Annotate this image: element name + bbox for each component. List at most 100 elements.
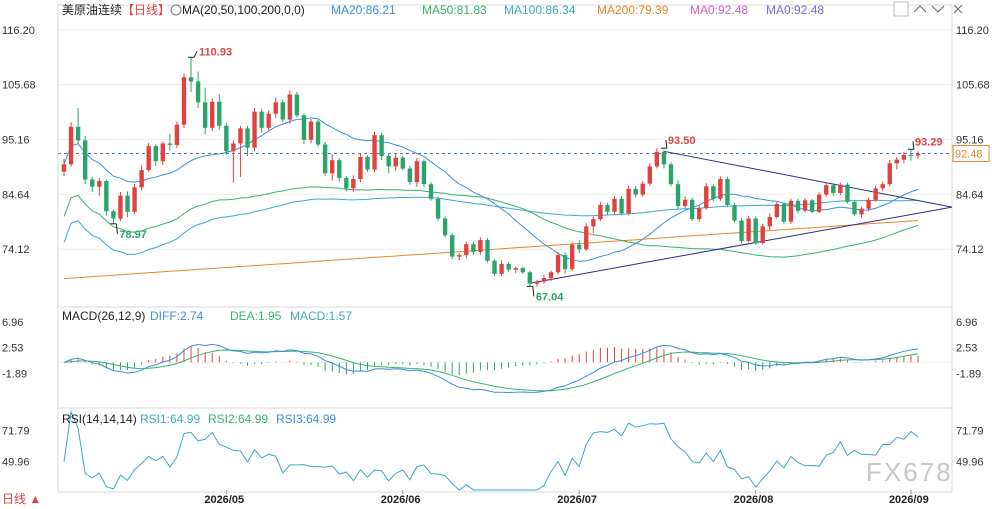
candle-body [365, 157, 370, 170]
candle-body [746, 218, 751, 241]
candle-body [633, 188, 638, 195]
candle-body [852, 201, 857, 215]
settings-icon[interactable] [170, 4, 182, 16]
candle-body [471, 244, 476, 252]
candle-body [612, 198, 617, 212]
chevron-up-icon[interactable] [913, 5, 927, 13]
candle-body [125, 195, 130, 212]
candle-body [781, 203, 787, 222]
candle-body [725, 178, 730, 206]
ma-value-label: MA0:92.48 [766, 3, 824, 17]
high-annotation: 110.93 [199, 46, 232, 58]
candle-body [153, 146, 158, 162]
x-tick-label: 2026/06 [381, 494, 421, 506]
candle-body [111, 211, 116, 219]
candle-body [795, 200, 801, 211]
candle-body [527, 272, 533, 284]
candle-body [767, 217, 772, 227]
candle-body [337, 160, 342, 178]
trendline-lower [529, 206, 953, 284]
macd-diff-line [63, 343, 919, 394]
candle-body [457, 255, 462, 257]
candle-body [873, 188, 878, 200]
candle-body [75, 126, 81, 141]
candle-body [838, 184, 843, 194]
candle-body [817, 194, 822, 212]
candle-body [513, 268, 518, 270]
candle-body [210, 101, 215, 128]
macd-params-label: MACD(26,12,9) [62, 309, 145, 323]
candle-body [195, 81, 201, 103]
candle-body [908, 154, 914, 156]
candle-body [407, 168, 413, 183]
candle-body [386, 156, 391, 167]
candle-body [894, 159, 900, 164]
ma-value-label: MA50:81.83 [422, 3, 487, 17]
macd-value-label: DIFF:2.74 [150, 309, 204, 323]
candle-body [90, 179, 95, 187]
candle-body [809, 200, 815, 212]
candle-body [160, 143, 165, 162]
candle-body [704, 186, 709, 209]
candle-body [640, 183, 645, 195]
watermark-text: FX678 [866, 457, 953, 487]
rsi-tick-left: 49.96 [2, 457, 30, 469]
candle-body [231, 143, 236, 152]
rsi-tick-left: 71.79 [2, 426, 30, 438]
candle-body [344, 177, 349, 189]
settings-icon[interactable] [893, 1, 909, 17]
candle-body [308, 121, 314, 140]
candle-body [845, 184, 850, 202]
candle-body [619, 198, 624, 214]
peak-annotation-leader [665, 140, 668, 149]
candle-body [464, 244, 469, 256]
ma-value-label: MA100:86.34 [504, 3, 576, 17]
candle-body [217, 101, 222, 126]
candle-body [718, 178, 723, 199]
candle-body [174, 124, 180, 146]
rsi-panel-frame [57, 407, 953, 493]
price-tick-right: 74.12 [956, 244, 984, 256]
close-icon[interactable] [953, 4, 963, 14]
candle-body [732, 205, 737, 221]
candle-body [675, 184, 681, 207]
price-tick-left: 84.64 [2, 189, 30, 201]
candle-body [252, 111, 257, 148]
candle-body [238, 128, 243, 144]
candle-body [689, 199, 695, 220]
macd-dea-line [63, 349, 919, 392]
macd-tick-right: -1.89 [956, 368, 981, 380]
price-tick-right: 95.16 [956, 135, 984, 147]
period-tab[interactable]: 日线 ▲ [2, 492, 41, 506]
rsi-value-label: RSI2:64.99 [208, 412, 268, 426]
candle-body [224, 125, 229, 152]
candle-body [866, 199, 871, 209]
candle-body [245, 128, 250, 148]
price-panel-frame [57, 4, 953, 308]
candle-body [449, 235, 455, 257]
last-high-annotation-leader [912, 141, 915, 150]
low2-annotation: 67.04 [536, 291, 564, 303]
candle-body [259, 111, 264, 128]
chevron-down-icon[interactable] [931, 5, 945, 13]
candle-body [499, 263, 504, 274]
candle-body [901, 154, 907, 160]
candle-body [887, 163, 892, 185]
macd-value-label: DEA:1.95 [230, 309, 282, 323]
candle-body [421, 161, 427, 185]
macd-tick-right: 2.53 [956, 343, 977, 355]
candle-body [541, 278, 547, 282]
candle-body [118, 195, 123, 219]
x-tick-label: 2026/09 [889, 494, 929, 506]
candle-body [266, 113, 271, 128]
candle-body [598, 205, 603, 220]
candle-body [330, 160, 335, 174]
candle-body [626, 188, 631, 214]
candle-body [428, 184, 434, 199]
candle-body [534, 281, 540, 284]
candle-body [591, 219, 596, 227]
low2-annotation-leader [532, 286, 535, 297]
candle-body [68, 126, 74, 165]
rsi-tick-right: 71.79 [956, 426, 984, 438]
macd-tick-left: 6.96 [2, 317, 23, 329]
